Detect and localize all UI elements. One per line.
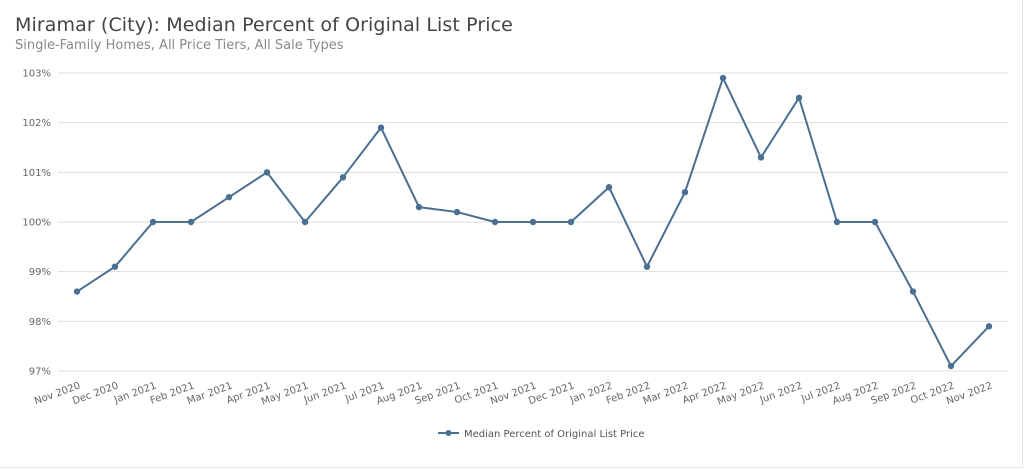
y-tick-label: 98% — [29, 317, 51, 328]
data-point-marker[interactable] — [757, 154, 765, 161]
legend-label: Median Percent of Original List Price — [464, 429, 645, 440]
legend[interactable]: Median Percent of Original List Price — [438, 429, 645, 440]
data-point-marker[interactable] — [719, 74, 727, 82]
gridlines — [58, 72, 1008, 372]
data-point-marker[interactable] — [339, 174, 347, 181]
chart-title: Miramar (City): Median Percent of Origin… — [15, 14, 513, 36]
data-point-marker[interactable] — [795, 94, 803, 102]
data-point-marker[interactable] — [605, 184, 613, 191]
data-point-marker[interactable] — [491, 218, 499, 226]
data-point-marker[interactable] — [529, 218, 537, 226]
y-tick-label: 101% — [22, 168, 51, 179]
data-point-marker[interactable] — [681, 189, 689, 196]
data-point-marker[interactable] — [833, 218, 841, 226]
data-point-marker[interactable] — [225, 193, 233, 201]
data-point-marker[interactable] — [947, 362, 955, 370]
data-point-marker[interactable] — [111, 263, 119, 270]
y-axis-ticks: 97% 98% 99% 100% 101% 102% 103% — [22, 69, 51, 378]
data-point-marker[interactable] — [871, 218, 879, 226]
data-series[interactable] — [73, 74, 993, 370]
data-point-marker[interactable] — [453, 208, 461, 216]
data-point-marker[interactable] — [149, 218, 157, 226]
x-tick-label: Jun 2022 — [758, 380, 804, 406]
y-tick-label: 100% — [22, 218, 51, 229]
y-tick-label: 99% — [29, 267, 51, 278]
data-point-marker[interactable] — [909, 288, 917, 295]
data-point-marker[interactable] — [377, 124, 385, 131]
data-point-marker[interactable] — [415, 203, 423, 211]
x-tick-label: Jun 2021 — [302, 380, 348, 406]
y-tick-label: 97% — [29, 367, 51, 378]
data-point-marker[interactable] — [301, 218, 309, 226]
chart-subtitle: Single-Family Homes, All Price Tiers, Al… — [15, 38, 344, 53]
y-tick-label: 103% — [22, 69, 51, 80]
legend-marker-icon — [445, 430, 452, 436]
data-point-marker[interactable] — [985, 323, 993, 330]
data-point-marker[interactable] — [73, 288, 81, 295]
y-tick-label: 102% — [22, 118, 51, 129]
data-point-marker[interactable] — [643, 263, 651, 270]
data-point-marker[interactable] — [187, 218, 195, 226]
data-point-marker[interactable] — [567, 218, 575, 226]
data-point-marker[interactable] — [263, 169, 271, 176]
